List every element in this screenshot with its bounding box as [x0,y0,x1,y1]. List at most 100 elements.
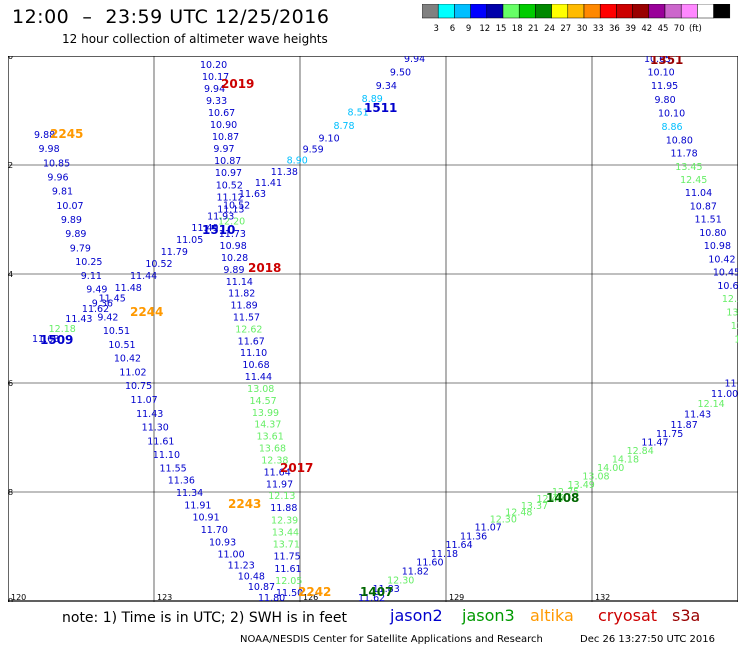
wave-height-label: 14.37 [254,420,281,431]
wave-height-label: 9.33 [206,96,227,107]
wave-height-label: 11.97 [266,479,293,490]
wave-height-label: 11.88 [270,503,297,514]
wave-height-label: 11.48 [115,283,142,294]
wave-height-label: 12.75 [552,487,579,498]
wave-height-label: 11.82 [402,567,429,578]
wave-height-label: 11.23 [228,560,255,571]
legend-tick-label: 12 [479,24,490,34]
wave-height-label: 11.83 [373,584,400,595]
wave-height-label: 10.48 [238,571,265,582]
legend-tick-label: 3 [433,24,438,34]
wave-height-label: 11.82 [228,289,255,300]
wave-height-label: 9.42 [97,312,118,323]
pass-time-label: 1510 [202,223,235,237]
wave-height-label: 9.89 [223,265,244,276]
wave-height-label: 10.68 [242,360,269,371]
wave-height-label: 11.67 [238,336,265,347]
wave-height-label: 9.89 [65,229,86,240]
wave-height-label: 10.97 [215,168,242,179]
wave-height-label: 11.79 [161,247,188,258]
wave-height-label: 11.70 [201,525,228,536]
wave-height-label: 10.42 [114,354,141,365]
pass-time-label: 2018 [248,261,281,275]
wave-height-label: 11.61 [274,564,301,575]
wave-height-label: 11.75 [274,552,301,563]
pass-time-label: 1407 [360,585,393,599]
wave-height-label: 11.10 [153,450,180,461]
wave-height-label: 13.45 [675,162,702,173]
wave-height-label: 11.61 [147,436,174,447]
wave-height-label: 10.87 [214,156,241,167]
wave-height-label: 8.90 [287,156,308,167]
page-subtitle: 12 hour collection of altimeter wave hei… [62,32,328,46]
wave-height-label: 9.10 [318,133,339,144]
wave-height-label: 11.44 [130,271,157,282]
legend-swatch [664,4,682,19]
wave-height-label: 11.00 [711,389,738,400]
legend-swatch [680,4,698,19]
wave-height-label: 9.97 [213,144,234,155]
wave-height-label: 12.0 [731,321,738,332]
wave-height-label: 12.45 [680,175,707,186]
wave-height-label: 11.63 [239,189,266,200]
track-layer: 10.2010.179.949.3310.6710.9010.879.9710.… [32,56,738,602]
wave-height-label: 12.39 [271,515,298,526]
wave-height-label: 11.78 [670,149,697,160]
wave-height-label: 8.78 [333,121,354,132]
wave-height-label: 11.64 [264,467,291,478]
legend-swatch [632,4,650,19]
wave-height-label: 11.10 [240,348,267,359]
wave-height-label: 14.18 [612,455,639,466]
wave-height-label: 14.00 [597,463,624,474]
wave-height-label: 11.68 [32,334,59,345]
page-title: 12:00 – 23:59 UTC 12/25/2016 [12,6,330,28]
legend-tick-label: 42 [641,24,652,34]
wave-height-label: 11.62 [82,304,109,315]
lon-tick-label: 120 [11,593,26,602]
wave-height-label: 11.30 [142,423,169,434]
wave-height-label: 11.80 [258,593,285,602]
legend-tick-label: 27 [560,24,571,34]
legend-swatch [567,4,585,19]
pass-time-label: 2245 [50,127,83,141]
wave-height-label: 9.50 [390,67,411,78]
wave-height-label: 12.48 [505,508,532,519]
wave-height-label: 11.49 [191,223,218,234]
footer-timestamp: Dec 26 13:27:50 UTC 2016 [580,634,715,645]
wave-height-label: 13.08 [582,472,609,483]
satellite-label-altika: altika [530,606,574,625]
wave-height-label: 11.05 [176,235,203,246]
wave-height-label: 11.64 [445,540,472,551]
wave-height-label: 10.51 [108,340,135,351]
wave-height-label: 10.80 [699,228,726,239]
wave-height-label: 11.18 [431,549,458,560]
legend-tick-label: (ft) [689,24,702,34]
satellite-label-cryosat: cryosat [598,606,658,625]
legend-swatch [583,4,601,19]
wave-height-label: 10.07 [56,201,83,212]
wave-height-label: 10.75 [125,381,152,392]
wave-height-label: 11.62 [358,593,385,602]
wave-height-label: 10.25 [75,257,102,268]
wave-height-label: 9.89 [61,215,82,226]
wave-height-label: 10.85 [43,158,70,169]
wave-height-label: 11.04 [685,188,712,199]
pass-time-label: 1509 [40,333,73,347]
wave-height-label: 12.18 [49,324,76,335]
legend-tick-label: 24 [544,24,555,34]
wave-height-label: 10.91 [192,513,219,524]
wave-height-label: 11.95 [651,81,678,92]
altimeter-map: 120123126129132135-50-52-54-56-58-60 10.… [8,56,738,602]
legend-tick-label: 21 [528,24,539,34]
wave-height-label: 12. [734,334,738,345]
legend-swatch [422,4,439,19]
wave-height-label: 11.07 [131,395,158,406]
wave-height-label: 10.10 [658,108,685,119]
lat-tick-label: -54 [8,270,13,279]
wave-height-label: 10.28 [221,253,248,264]
wave-height-label: 11.44 [245,372,272,383]
legend-tick-label: 30 [577,24,588,34]
wave-height-label: 11.07 [475,522,502,533]
wave-height-label: 8.51 [348,108,369,119]
wave-height-label: 10.52 [223,200,250,211]
